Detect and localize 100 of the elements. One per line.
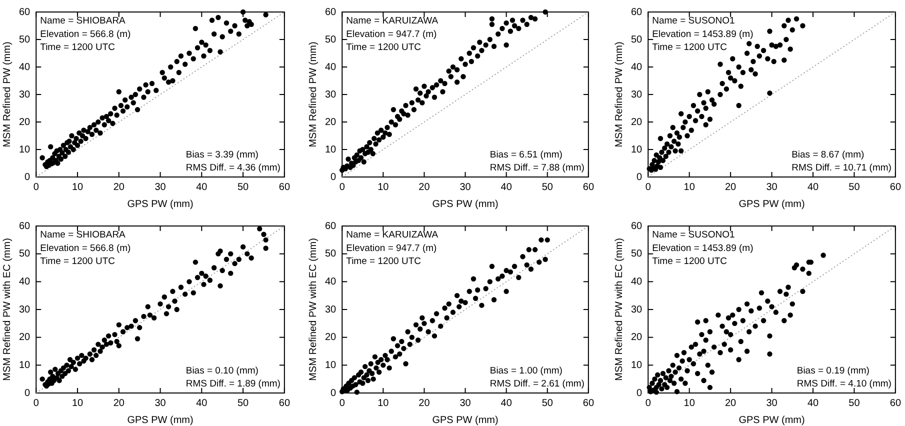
y-tick-label: 50 — [631, 248, 643, 260]
y-tick-label: 10 — [325, 360, 337, 371]
annotation: Bias = 3.39 (mm) — [186, 149, 258, 160]
x-tick-label: 10 — [378, 182, 390, 193]
y-tick-label: 20 — [631, 332, 643, 344]
x-tick-label: 50 — [542, 398, 554, 409]
annotation: RMS Diff. = 2.61 (mm) — [490, 378, 584, 390]
x-tick-label: 50 — [542, 182, 554, 193]
y-tick-label: 0 — [330, 172, 337, 183]
y-tick-label: 20 — [631, 116, 643, 128]
y-axis-title: MSM Refined PW with EC (mm) — [2, 238, 13, 381]
x-tick-label: 20 — [113, 398, 125, 409]
annotation: Elevation = 566.8 (m) — [40, 28, 131, 40]
y-tick-label: 30 — [325, 89, 337, 100]
annotation: Elevation = 947.7 (m) — [346, 28, 437, 40]
annotation: Elevation = 1453.89 (m) — [652, 242, 754, 254]
x-axis-title: GPS PW (mm) — [127, 414, 194, 426]
annotation: RMS Diff. = 1.89 (mm) — [186, 378, 280, 390]
x-tick-label: 10 — [378, 398, 390, 409]
annotation: Elevation = 1453.89 (m) — [652, 28, 754, 40]
y-tick-label: 60 — [631, 220, 643, 232]
x-tick-label: 30 — [154, 182, 166, 193]
y-tick-label: 20 — [325, 332, 337, 344]
x-tick-label: 40 — [500, 182, 512, 193]
x-axis-title: GPS PW (mm) — [432, 198, 498, 210]
x-tick-label: 10 — [72, 182, 84, 193]
x-tick-label: 0 — [33, 398, 40, 409]
x-tick-label: 0 — [339, 182, 346, 193]
x-tick-label: 0 — [33, 182, 40, 193]
x-tick-label: 30 — [154, 398, 166, 409]
annotation: Name = KARUIZAWA — [346, 16, 439, 27]
y-tick-label: 60 — [631, 6, 643, 18]
annotation: RMS Diff. = 4.10 (mm) — [796, 378, 892, 390]
x-tick-label: 40 — [196, 182, 208, 193]
y-tick-label: 0 — [24, 388, 31, 399]
y-axis-title: MSM Refined PW with EC (mm) — [308, 238, 319, 381]
annotation: Time = 1200 UTC — [40, 42, 116, 54]
y-tick-label: 20 — [325, 116, 337, 128]
y-tick-label: 60 — [325, 220, 337, 232]
x-tick-label: 0 — [645, 182, 652, 193]
x-tick-label: 40 — [807, 182, 819, 193]
y-tick-label: 40 — [19, 276, 31, 288]
x-tick-label: 40 — [807, 398, 819, 409]
y-tick-label: 40 — [631, 62, 643, 73]
y-axis-title: MSM Refined PW with EC (mm) — [614, 238, 625, 381]
annotation: Bias = 6.51 (mm) — [490, 149, 562, 160]
y-tick-label: 0 — [636, 172, 643, 183]
annotation: Bias = 1.00 (mm) — [490, 365, 562, 376]
x-tick-label: 0 — [339, 398, 346, 409]
y-tick-label: 0 — [24, 172, 31, 183]
y-tick-label: 40 — [631, 276, 643, 288]
x-tick-label: 30 — [766, 398, 778, 409]
y-tick-label: 10 — [631, 360, 643, 371]
annotation: Elevation = 947.7 (m) — [346, 242, 437, 254]
annotation: Name = SHIOBARA — [40, 230, 126, 241]
x-tick-label: 10 — [72, 398, 84, 409]
y-axis-title: MSM Refined PW (mm) — [614, 42, 625, 148]
y-tick-label: 10 — [19, 360, 31, 371]
annotation: RMS Diff. = 4.36 (mm) — [186, 162, 280, 174]
annotation: Name = SHIOBARA — [40, 16, 126, 27]
y-tick-label: 0 — [330, 388, 337, 399]
annotation: Time = 1200 UTC — [346, 42, 422, 54]
y-tick-label: 60 — [19, 220, 31, 232]
x-tick-label: 10 — [684, 182, 696, 193]
y-tick-label: 40 — [325, 62, 337, 73]
x-tick-label: 60 — [278, 398, 290, 409]
annotation: Bias = 8.67 (mm) — [792, 149, 864, 160]
y-tick-label: 30 — [631, 89, 643, 100]
x-tick-label: 20 — [418, 182, 430, 193]
annotation: Time = 1200 UTC — [652, 42, 728, 54]
x-tick-label: 50 — [848, 398, 860, 409]
annotation: Name = SUSONO1 — [652, 16, 735, 27]
x-tick-label: 60 — [890, 182, 902, 193]
y-tick-label: 0 — [636, 388, 643, 399]
y-tick-label: 50 — [19, 34, 31, 46]
y-tick-label: 50 — [325, 248, 337, 260]
x-tick-label: 20 — [113, 182, 125, 193]
x-tick-label: 20 — [418, 398, 430, 409]
y-tick-label: 20 — [19, 116, 31, 128]
annotation: Bias = 0.19 (mm) — [796, 365, 870, 376]
y-tick-label: 30 — [19, 89, 31, 100]
y-tick-label: 20 — [19, 332, 31, 344]
x-tick-label: 20 — [725, 182, 737, 193]
annotation: Name = SUSONO1 — [652, 230, 735, 241]
x-tick-label: 50 — [237, 182, 250, 193]
annotation: Bias = 0.10 (mm) — [186, 365, 258, 376]
y-axis-title: MSM Refined PW (mm) — [2, 42, 13, 148]
x-tick-label: 30 — [766, 182, 778, 193]
y-tick-label: 10 — [325, 144, 337, 156]
y-tick-label: 10 — [631, 144, 643, 156]
y-tick-label: 30 — [631, 304, 643, 316]
y-tick-label: 50 — [631, 34, 643, 46]
y-tick-label: 30 — [325, 304, 337, 316]
x-tick-label: 60 — [582, 398, 594, 409]
y-tick-label: 50 — [325, 34, 337, 46]
x-tick-label: 40 — [500, 398, 512, 409]
x-tick-label: 60 — [890, 398, 902, 409]
x-axis-title: GPS PW (mm) — [738, 198, 805, 210]
x-tick-label: 50 — [237, 398, 250, 409]
x-axis-title: GPS PW (mm) — [738, 414, 805, 426]
